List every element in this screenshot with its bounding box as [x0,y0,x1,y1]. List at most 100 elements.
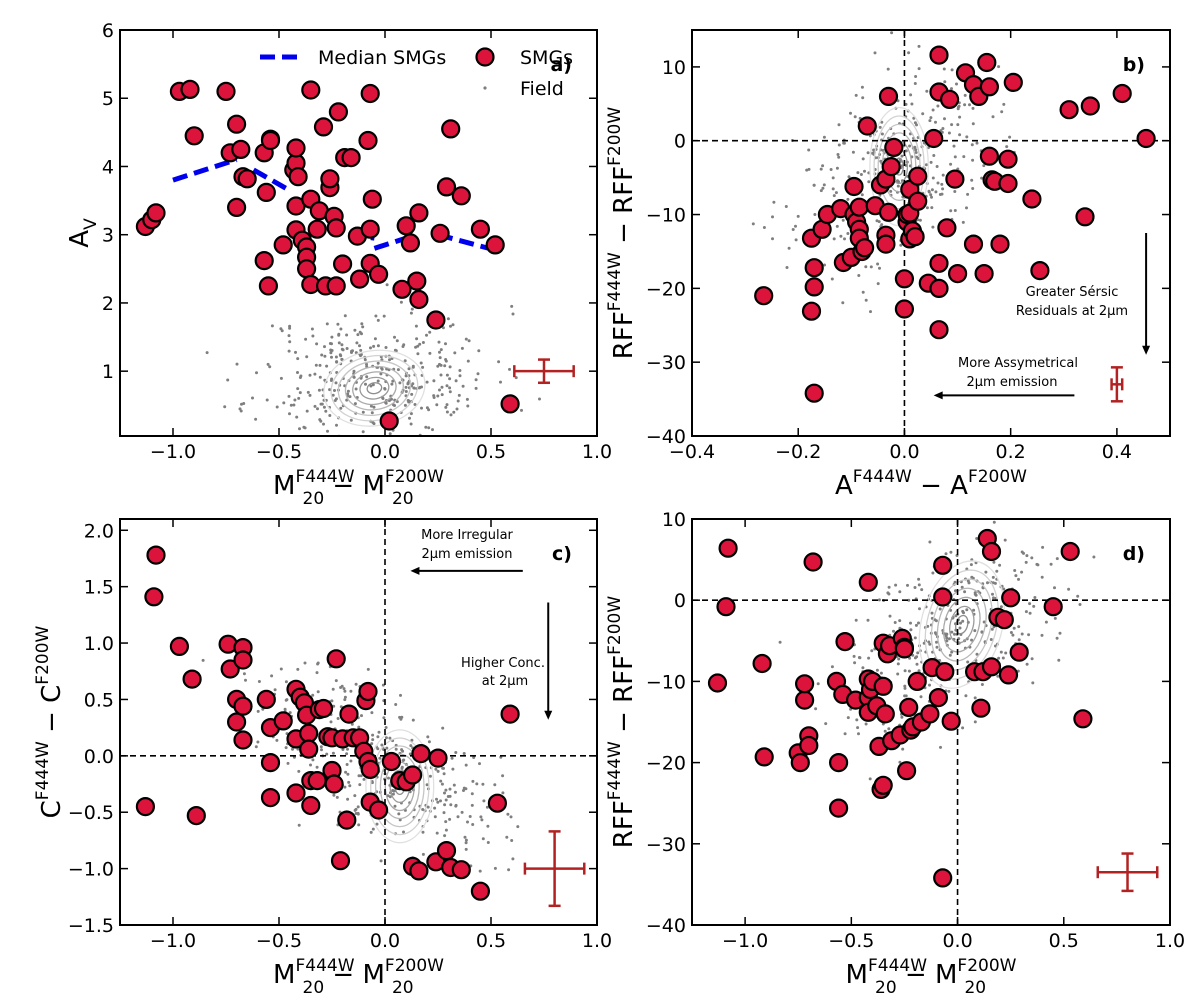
field-point [340,343,344,347]
field-point [438,388,441,392]
field-point [349,689,353,693]
y-tick-label: 1 [102,361,114,383]
field-point [442,772,446,776]
field-point [288,711,292,715]
field-point [370,411,374,415]
field-point [390,382,394,386]
field-point [853,661,857,665]
smg-point [873,775,893,795]
smg-point [896,761,917,781]
field-point [320,748,323,752]
field-point [451,767,455,771]
field-point [914,148,918,152]
field-point [439,779,443,783]
field-point [1057,658,1061,662]
smg-point [752,653,772,674]
field-point [279,327,283,331]
field-point [331,687,335,691]
field-point [223,405,227,409]
density-contour [359,376,390,400]
field-point [442,766,445,770]
field-point [441,726,445,730]
field-point [330,699,334,703]
field-point [448,787,452,791]
field-point [448,377,452,381]
field-point [322,405,326,409]
field-point [388,432,392,436]
field-point [852,654,856,658]
field-point [213,440,216,443]
field-point [873,51,877,55]
field-point [886,591,890,595]
field-point [376,747,380,751]
field-point [903,684,907,688]
field-point [346,392,350,396]
field-point [887,585,891,589]
field-point [349,418,353,422]
field-point [387,776,390,780]
field-point [385,746,389,750]
field-point [296,387,300,391]
smg-point [307,770,327,791]
field-point [903,686,907,690]
field-point [940,182,944,186]
field-point [995,569,999,573]
field-point [439,799,442,803]
field-point [356,811,360,815]
field-point [332,793,336,797]
field-point [410,307,414,311]
field-point [426,805,430,809]
field-point [399,717,403,721]
field-point [1008,135,1012,139]
density-contour [918,560,1005,689]
field-point [963,93,967,97]
field-point [879,671,883,675]
field-point [928,683,931,687]
smg-point [135,796,155,817]
field-point [832,194,836,198]
field-point [287,349,291,353]
smg-point [360,219,380,239]
field-point [961,726,965,730]
field-point [448,390,452,394]
legend-median-label: Median SMGs [318,47,446,69]
field-point [293,398,297,402]
field-point [371,738,375,742]
field-point [412,386,416,390]
field-point [970,143,974,147]
field-point [350,349,354,353]
y-tick-label: −20 [646,278,686,300]
field-point [497,360,501,364]
field-point [331,393,335,397]
smg-point [844,176,864,197]
field-point [520,408,523,412]
smg-point [470,881,490,901]
field-point [372,405,376,409]
smg-point [231,139,251,159]
smg-point [1043,597,1063,617]
field-point [205,351,209,355]
smg-point [933,868,953,888]
field-point [899,243,903,247]
field-point [928,119,932,123]
field-point [329,720,333,724]
field-point [391,379,395,383]
field-point [416,344,420,348]
field-point [328,342,332,345]
field-point [339,406,343,410]
smg-point [908,191,928,211]
field-point [242,402,246,405]
field-point [441,326,445,330]
field-point [973,696,977,700]
field-point [448,365,452,369]
field-point [982,620,986,624]
smg-point [908,166,928,186]
field-point [971,187,975,190]
arrow-left-head [410,566,420,575]
field-point [462,789,465,792]
field-point [957,104,961,108]
field-point [930,206,934,210]
field-point [1092,555,1096,559]
field-point [480,818,484,822]
field-point [932,154,936,157]
